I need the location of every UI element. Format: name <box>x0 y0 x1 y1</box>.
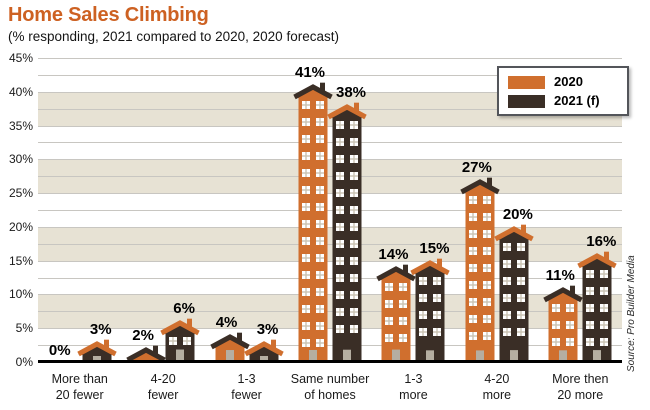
y-tick-label: 45% <box>8 51 33 65</box>
building-bar-2021f-g0 <box>77 338 117 367</box>
x-category-label: 1-3 more <box>399 372 428 403</box>
y-tick-label: 10% <box>8 287 33 302</box>
y-tick-label: 15% <box>8 253 33 268</box>
gridline <box>38 294 622 296</box>
x-category-label: More than 20 fewer <box>51 372 108 403</box>
gridline <box>38 260 622 262</box>
bar-value-label: 15% <box>419 239 450 257</box>
legend: 2020 2021 (f) <box>497 66 629 116</box>
legend-label-2021: 2021 (f) <box>554 93 600 108</box>
chart-subtitle: (% responding, 2021 compared to 2020, 20… <box>8 29 339 44</box>
gridline <box>38 108 622 110</box>
building-bar-2020-g2 <box>209 331 250 367</box>
y-tick-label: 0% <box>15 355 33 369</box>
bar-value-label: 20% <box>502 205 533 223</box>
building-bar-2020-g5 <box>460 176 500 367</box>
bar-value-label: 14% <box>378 246 409 264</box>
x-category-label: More then 20 more <box>552 372 609 403</box>
plot-band <box>38 193 622 227</box>
legend-item-2020: 2020 <box>508 75 618 89</box>
gridline <box>38 210 622 211</box>
building-bar-2021f-g4 <box>410 257 451 367</box>
legend-swatch-2021 <box>508 94 545 108</box>
gridline <box>38 58 622 59</box>
x-category-label: 4-20 more <box>482 372 512 403</box>
bar-value-label: 6% <box>173 300 195 318</box>
gridline <box>38 159 622 161</box>
x-axis-baseline <box>38 360 622 363</box>
legend-item-2021: 2021 (f) <box>508 94 618 108</box>
building-bar-2020-g6 <box>543 284 583 367</box>
bar-value-label: 4% <box>215 313 238 331</box>
gridline <box>38 226 622 228</box>
source-note: Source: Pro Builder Media <box>626 255 637 372</box>
bar-value-label: 3% <box>256 320 279 338</box>
building-bar-2020-g3 <box>293 81 333 367</box>
y-tick-label: 35% <box>8 118 33 133</box>
gridline <box>38 311 622 313</box>
legend-label-2020: 2020 <box>554 74 583 89</box>
y-tick-label: 30% <box>8 152 33 167</box>
gridline <box>38 91 622 93</box>
gridline <box>38 328 622 330</box>
gridline <box>38 243 622 245</box>
gridline <box>38 176 622 178</box>
y-tick-label: 20% <box>8 219 33 234</box>
building-bar-2021f-g6 <box>577 250 617 367</box>
gridline <box>38 277 622 279</box>
x-category-label: 4-20 fewer <box>147 372 179 403</box>
plot-band <box>38 159 622 194</box>
gridline <box>38 193 622 195</box>
y-tick-label: 5% <box>15 321 33 336</box>
chart-title: Home Sales Climbing <box>8 4 209 26</box>
bar-value-label: 11% <box>545 266 575 284</box>
bar-value-label: 0% <box>48 342 71 359</box>
plot-band <box>38 125 622 160</box>
x-category-label: Same number of homes <box>290 372 370 403</box>
bar-value-label: 16% <box>586 232 617 250</box>
building-bar-2021f-g1 <box>160 317 200 367</box>
bar-value-label: 41% <box>294 64 326 82</box>
bar-value-label: 2% <box>132 327 154 345</box>
gridline <box>38 74 622 76</box>
building-bar-2020-g4 <box>376 263 417 367</box>
bar-value-label: 38% <box>335 84 367 102</box>
bar-value-label: 27% <box>461 158 492 176</box>
x-category-label: 1-3 fewer <box>231 372 262 403</box>
y-tick-label: 40% <box>8 84 33 99</box>
building-bar-2021f-g5 <box>494 223 534 367</box>
legend-swatch-2020 <box>508 75 545 89</box>
bar-value-label: 3% <box>89 320 112 338</box>
gridline <box>38 142 622 144</box>
building-bar-2021f-g3 <box>327 101 367 367</box>
building-bar-2021f-g2 <box>243 338 284 367</box>
gridline <box>38 345 622 347</box>
gridline <box>38 125 622 127</box>
y-tick-label: 25% <box>8 186 33 201</box>
